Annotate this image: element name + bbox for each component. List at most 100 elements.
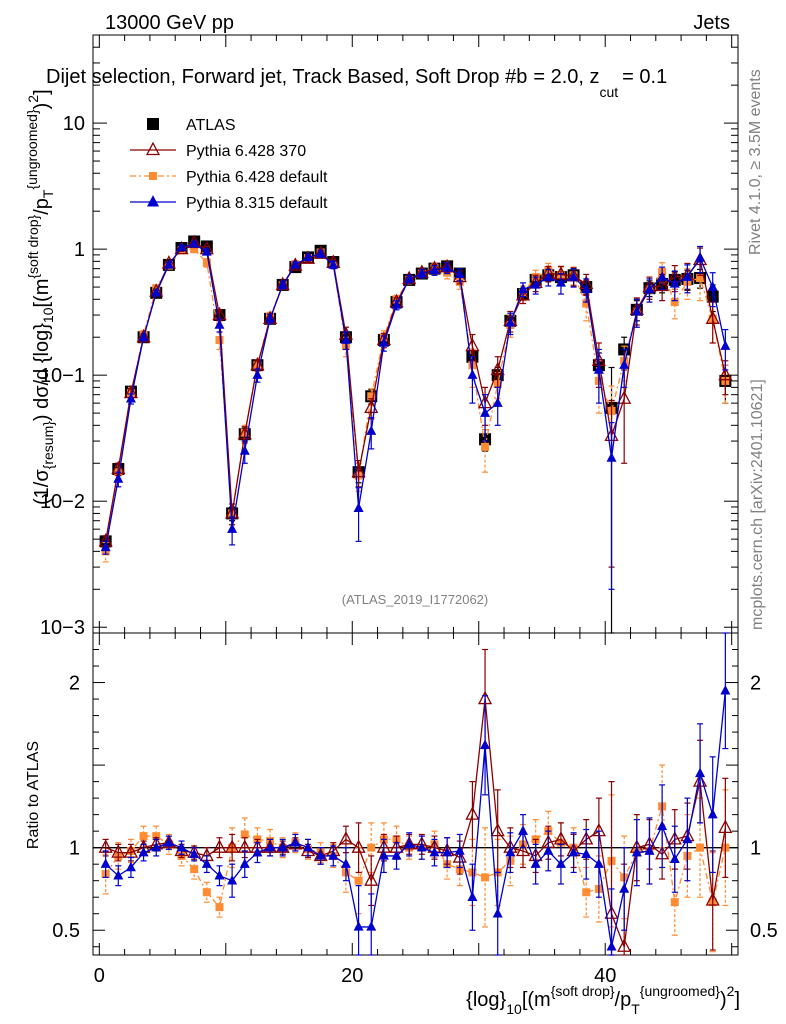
data-point xyxy=(705,310,720,324)
data-point xyxy=(582,299,591,308)
data-point xyxy=(606,452,617,462)
y-tick-label: 10−2 xyxy=(40,491,85,513)
main-marks xyxy=(98,234,733,634)
x-tick-label: 20 xyxy=(341,965,363,987)
y-tick-label: 1 xyxy=(69,838,80,860)
data-point xyxy=(581,283,592,294)
data-point xyxy=(555,277,566,287)
y-tick-label: 0.5 xyxy=(750,920,778,942)
legend-entry: Pythia 6.428 370 xyxy=(130,141,306,160)
data-point xyxy=(202,888,211,897)
data-point xyxy=(593,364,604,374)
legend-entry: ATLAS xyxy=(147,117,236,134)
data-point xyxy=(138,331,149,341)
title-sub: cut xyxy=(599,84,618,100)
data-point xyxy=(644,283,655,294)
data-point xyxy=(481,442,490,451)
data-point xyxy=(147,118,159,130)
data-point xyxy=(265,841,276,852)
data-point xyxy=(239,858,250,868)
data-point xyxy=(707,281,718,291)
data-point xyxy=(581,848,592,859)
data-point xyxy=(505,846,516,857)
data-point xyxy=(682,833,693,844)
data-point xyxy=(315,247,326,258)
data-point xyxy=(718,366,733,381)
y-tick-label: 0.5 xyxy=(52,920,80,942)
data-point xyxy=(631,846,642,857)
data-point xyxy=(113,473,124,483)
data-point xyxy=(718,819,733,834)
data-point xyxy=(682,271,693,281)
y-tick-label: 2 xyxy=(69,673,80,695)
data-point xyxy=(467,369,478,379)
data-point xyxy=(328,850,339,860)
series-line xyxy=(105,698,726,947)
data-point xyxy=(367,843,376,852)
data-point xyxy=(214,319,225,329)
data-point xyxy=(657,271,668,281)
data-point xyxy=(492,397,503,407)
data-point xyxy=(215,336,224,345)
data-point xyxy=(290,836,301,847)
ratio-ylabel: Ratio to ATLAS xyxy=(25,741,42,849)
data-point xyxy=(338,831,354,845)
data-point xyxy=(163,836,174,847)
data-point xyxy=(277,841,288,852)
data-point xyxy=(189,848,200,859)
legend-entry: Pythia 6.428 default xyxy=(130,169,328,186)
data-point xyxy=(367,392,376,401)
data-point xyxy=(606,940,617,951)
data-point xyxy=(655,277,670,292)
ratio-frame xyxy=(92,632,739,956)
legend-label: Pythia 6.428 default xyxy=(186,169,328,186)
data-point xyxy=(364,872,379,886)
x-tick-label: 40 xyxy=(594,965,616,987)
data-point xyxy=(351,839,366,853)
legend-label: Pythia 8.315 default xyxy=(186,195,328,212)
data-point xyxy=(100,858,111,868)
data-point xyxy=(354,876,363,885)
data-point xyxy=(340,858,351,868)
data-point xyxy=(328,259,339,269)
data-point xyxy=(490,822,505,837)
data-point xyxy=(505,317,516,327)
data-point xyxy=(163,259,174,269)
series-line xyxy=(105,690,726,947)
y-tick-label: 1 xyxy=(750,838,761,860)
data-point xyxy=(239,445,250,455)
data-point xyxy=(215,903,224,912)
data-point xyxy=(340,334,351,344)
data-point xyxy=(265,313,276,323)
data-point xyxy=(391,850,402,860)
data-point xyxy=(366,425,377,435)
data-point xyxy=(277,279,288,289)
data-point xyxy=(582,888,591,897)
ratio-panel: 0 20 40 0.5 0.5 1 1 2 2 Ratio to ATLAS xyxy=(25,632,778,987)
data-point xyxy=(644,845,655,855)
data-point xyxy=(201,858,212,868)
data-point xyxy=(515,287,531,301)
data-point xyxy=(252,369,263,379)
data-point xyxy=(212,839,227,853)
data-point xyxy=(190,245,199,254)
legend: ATLAS Pythia 6.428 370 Pythia 6.428 defaul… xyxy=(130,117,328,212)
data-point xyxy=(695,767,706,778)
data-point xyxy=(225,839,240,853)
data-point xyxy=(176,241,187,252)
series-line xyxy=(105,243,726,548)
ratio-marks xyxy=(98,632,733,956)
series-atlas xyxy=(99,235,732,634)
data-point xyxy=(481,873,490,882)
x-axis-label: {log}10[(m{soft drop}/pT{ungroomed})2] xyxy=(466,983,740,1017)
data-point xyxy=(696,274,705,283)
mcplots-label: mcplots.cern.ch [arXiv:2401.10621] xyxy=(749,379,766,630)
series-pythia-6-428-default xyxy=(101,245,730,563)
data-point xyxy=(518,825,528,835)
energy-label: 13000 GeV pp xyxy=(105,12,234,34)
data-point xyxy=(669,278,680,288)
data-point xyxy=(404,273,415,283)
data-point xyxy=(416,841,427,852)
data-point xyxy=(201,246,212,256)
data-point xyxy=(416,267,427,278)
